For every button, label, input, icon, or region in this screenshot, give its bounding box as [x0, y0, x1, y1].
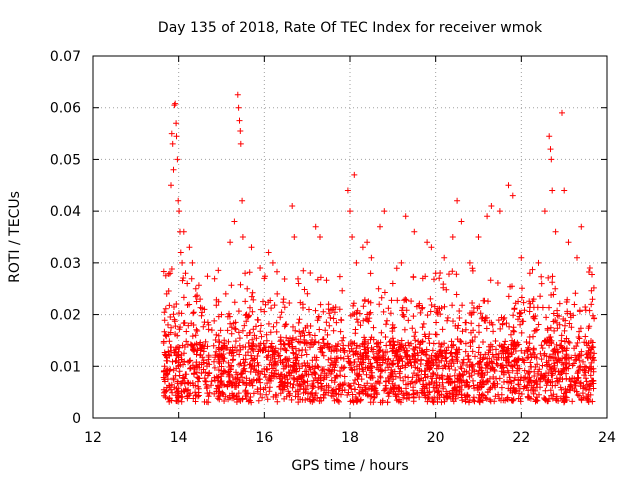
x-tick-label: 18	[341, 430, 359, 446]
x-tick-labels: 12 14 16 18 20 22 24	[84, 430, 616, 446]
y-tick-label: 0	[72, 411, 81, 427]
y-tick-label: 0.06	[50, 101, 81, 117]
y-tick-label: 0.03	[50, 256, 81, 272]
y-tick-label: 0.02	[50, 308, 81, 324]
axis-ticks	[92, 55, 608, 419]
chart-title: Day 135 of 2018, Rate Of TEC Index for r…	[158, 20, 543, 36]
y-tick-label: 0.01	[50, 359, 81, 375]
x-tick-label: 16	[255, 430, 273, 446]
y-tick-label: 0.04	[50, 204, 81, 220]
y-tick-label: 0.07	[50, 49, 81, 65]
roti-markers	[160, 91, 598, 406]
y-axis-label: ROTI / TECUs	[7, 191, 23, 283]
x-tick-label: 22	[512, 430, 530, 446]
x-tick-label: 20	[427, 430, 445, 446]
x-tick-label: 14	[170, 430, 188, 446]
x-tick-label: 12	[84, 430, 102, 446]
y-tick-labels: 0 0.01 0.02 0.03 0.04 0.05 0.06 0.07	[50, 49, 81, 427]
x-axis-label: GPS time / hours	[291, 458, 408, 474]
x-tick-label: 24	[598, 430, 616, 446]
data-points	[160, 91, 598, 406]
y-tick-label: 0.05	[50, 152, 81, 168]
